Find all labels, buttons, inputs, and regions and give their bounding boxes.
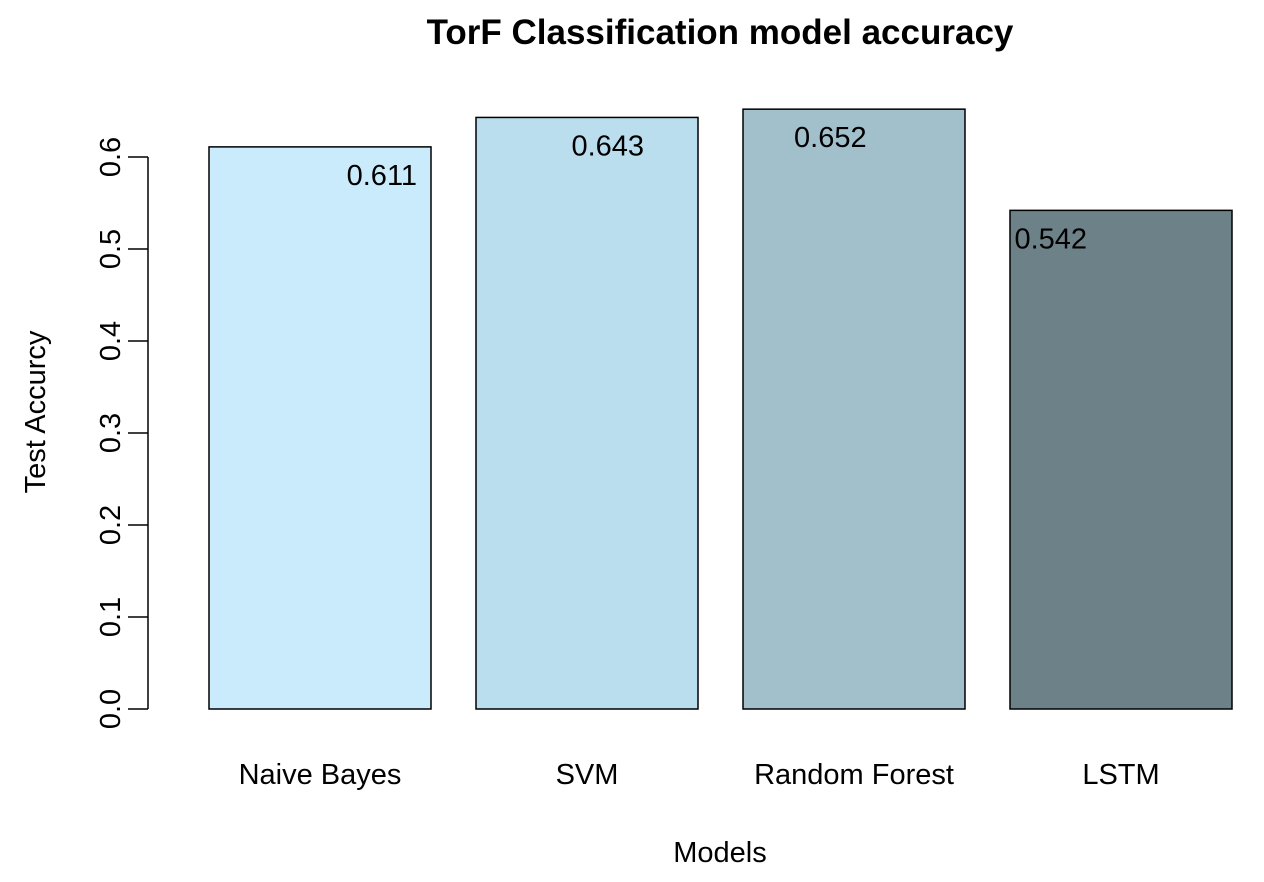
category-label: Random Forest [754,759,954,791]
chart-title: TorF Classification model accuracy [427,13,1014,52]
bar [208,146,432,710]
bar [742,108,966,710]
bar [475,116,699,710]
data-labels-group: 0.611 0.643 0.652 0.542 [347,122,1087,255]
y-tick-label: 0.5 [95,229,127,269]
bar [1009,209,1233,710]
y-tick-label: 0.4 [95,321,127,361]
y-tick-label: 0.1 [95,597,127,637]
y-tick-label: 0.6 [95,137,127,177]
y-axis: 0.0 0.1 0.2 0.3 0.4 0.5 0.6 [95,137,149,729]
bar-value-label: 0.611 [347,160,417,192]
category-label: Naive Bayes [239,759,402,791]
bars-group [208,108,1233,710]
bar-value-label: 0.643 [571,130,644,162]
y-axis-label: Test Accurcy [20,330,52,493]
category-labels-group: Naive Bayes SVM Random Forest LSTM [239,759,1160,791]
category-label: SVM [556,759,619,791]
y-tick-label: 0.3 [95,413,127,453]
category-label: LSTM [1082,759,1159,791]
y-tick-label: 0.2 [95,505,127,545]
bar-value-label: 0.652 [794,122,867,154]
x-axis-label: Models [673,837,767,869]
bar-value-label: 0.542 [1014,223,1087,255]
y-tick-label: 0.0 [95,689,127,729]
